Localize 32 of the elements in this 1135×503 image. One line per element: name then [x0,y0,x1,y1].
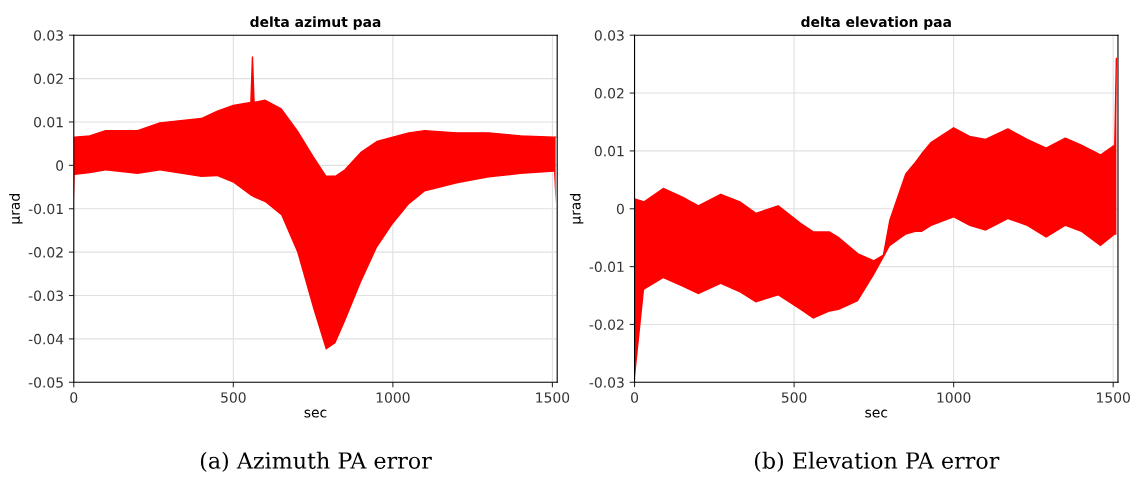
y-axis-title: µrad [569,194,584,224]
y-tick-label: -0.02 [28,247,63,258]
y-tick-label: 0.03 [34,30,63,41]
chart-title: delta elevation paa [801,16,951,30]
x-tick-label: 1500 [536,392,570,403]
y-tick-label: -0.05 [28,377,63,388]
y-tick-label: 0.02 [34,73,63,85]
y-tick-label: 0 [56,160,64,171]
y-tick-label: 0 [616,203,624,215]
x-tick-label: 1000 [937,392,971,403]
x-tick-label: 1000 [376,392,410,403]
chart-title: delta azimut paa [250,16,381,30]
x-tick-label: 0 [70,392,78,403]
y-tick-label: 0.01 [34,116,63,128]
y-tick-label: -0.01 [589,261,624,273]
y-axis-title: µrad [9,194,23,224]
y-tick-label: -0.01 [28,203,63,215]
y-tick-label: 0.01 [594,145,624,157]
x-tick-label: 500 [221,392,246,403]
x-tick-label: 0 [631,392,639,403]
y-tick-label: -0.04 [28,333,64,345]
x-axis-title: sec [865,409,888,418]
text: (a) Azimuth PA error [200,451,432,473]
text: (b) Elevation PA error [754,451,1000,473]
y-tick-label: -0.03 [28,290,63,301]
x-axis-title: sec [304,409,327,418]
y-tick-label: -0.03 [589,377,624,388]
x-tick-label: 500 [781,392,807,403]
y-tick-label: 0.03 [594,30,624,41]
x-tick-label: 1500 [1097,392,1130,403]
y-tick-label: -0.02 [589,319,624,330]
y-tick-label: 0.02 [594,88,624,99]
